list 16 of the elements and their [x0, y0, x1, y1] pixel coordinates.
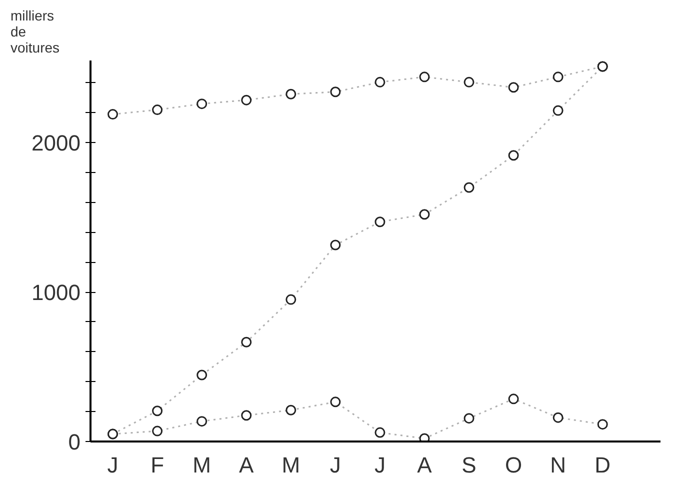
- x-tick-label: F: [150, 452, 164, 478]
- x-tick-label: J: [374, 452, 386, 478]
- x-tick-label: M: [282, 452, 300, 478]
- x-tick-label: M: [192, 452, 211, 478]
- x-tick-label: A: [239, 452, 254, 478]
- y-tick-label: 0: [68, 430, 81, 454]
- x-tick-label: A: [417, 452, 432, 478]
- x-tick-label: O: [504, 452, 522, 478]
- x-tick-label: S: [462, 452, 476, 478]
- y-axis-title: milliers de voitures: [10, 8, 60, 56]
- y-tick-label: 1000: [32, 280, 81, 306]
- x-tick-label: J: [330, 452, 341, 478]
- x-tick-label: D: [594, 452, 611, 478]
- x-tick-label: J: [107, 452, 118, 478]
- x-tick-label: N: [550, 452, 566, 478]
- y-tick-label: 2000: [32, 130, 81, 156]
